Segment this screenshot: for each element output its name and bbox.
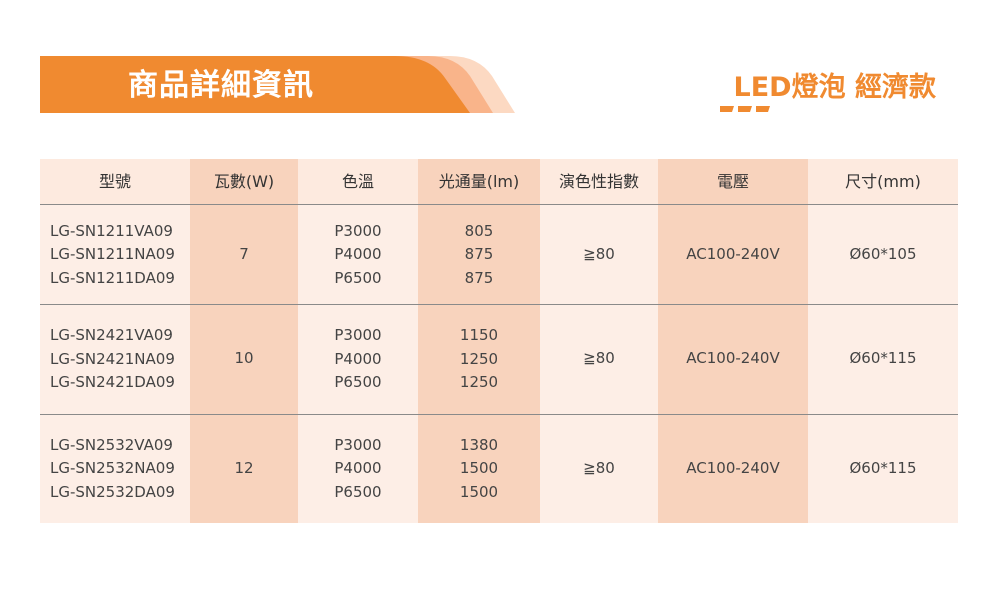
lumens-value: 875 — [464, 245, 494, 263]
lumens-value: 1250 — [459, 349, 499, 368]
header-lumens: 光通量(lm) — [438, 172, 520, 191]
color-temp-value: P3000 — [334, 221, 382, 240]
product-heading: LED燈泡 經濟款 — [733, 72, 936, 103]
row-divider — [40, 304, 958, 305]
lumens-value: 875 — [464, 268, 494, 287]
voltage-value: AC100-240V — [686, 244, 780, 263]
table-row: LG-SN2532VA09 LG-SN2532NA09 LG-SN2532DA09 1… — [40, 414, 958, 523]
row-divider — [40, 414, 958, 415]
header-cri: 演色性指數 — [558, 172, 639, 191]
header-size: 尺寸(mm) — [845, 172, 921, 191]
table-row: LG-SN1211VA09 LG-SN1211NA09 LG-SN1211DA09 7… — [40, 205, 958, 304]
model-number: LG-SN1211DA09 — [50, 268, 175, 287]
color-temp-value: P4000 — [334, 459, 382, 477]
header-cell-background — [40, 159, 190, 204]
color-temp-value: P6500 — [334, 482, 382, 501]
color-temp-value: P3000 — [334, 435, 382, 454]
header-color-temp: 色溫 — [341, 172, 374, 191]
section-banner: 商品詳細資訊 LED燈泡 經濟款 — [0, 0, 1000, 140]
wattage-value: 10 — [234, 349, 254, 367]
banner-shape — [40, 56, 515, 113]
voltage-value: AC100-240V — [686, 349, 780, 367]
color-temp-value: P3000 — [334, 326, 382, 344]
color-temp-value: P6500 — [334, 268, 382, 287]
model-number: LG-SN2532NA09 — [50, 459, 175, 477]
header-cell-background — [540, 159, 658, 204]
size-value: Ø60*115 — [849, 349, 917, 367]
section-title: 商品詳細資訊 — [128, 68, 314, 103]
model-number: LG-SN2421NA09 — [50, 349, 175, 368]
cri-value: ≧80 — [583, 349, 615, 367]
color-temp-value: P4000 — [334, 349, 382, 368]
lumens-value: 1150 — [459, 326, 499, 344]
table-header-row: 型號 瓦數(W) 色溫 光通量(lm) 演色性指數 電壓 尺寸(mm) — [40, 159, 958, 205]
lumens-value: 1250 — [459, 373, 499, 391]
size-value: Ø60*105 — [849, 244, 917, 263]
lumens-value: 1380 — [459, 435, 499, 454]
voltage-value: AC100-240V — [686, 458, 780, 477]
size-value: Ø60*115 — [849, 458, 917, 477]
column-background — [658, 159, 808, 523]
header-cell-background — [190, 159, 298, 204]
column-background — [298, 159, 418, 523]
model-number: LG-SN1211VA09 — [50, 221, 173, 240]
cri-value: ≧80 — [583, 244, 615, 263]
header-voltage: 電壓 — [716, 172, 749, 191]
lumens-value: 1500 — [459, 459, 499, 477]
column-background — [540, 159, 658, 523]
model-number: LG-SN2532VA09 — [50, 435, 173, 454]
arrow-indicator-icon — [720, 106, 770, 112]
column-background — [808, 159, 958, 523]
header-model: 型號 — [98, 172, 131, 191]
header-cell-background — [418, 159, 540, 204]
wattage-value: 12 — [234, 458, 254, 477]
model-number: LG-SN2421DA09 — [50, 373, 175, 391]
column-background — [190, 159, 298, 523]
color-temp-value: P6500 — [334, 373, 382, 391]
lumens-value: 805 — [464, 221, 494, 240]
model-number: LG-SN2421VA09 — [50, 326, 173, 344]
column-background — [418, 159, 540, 523]
header-wattage: 瓦數(W) — [213, 172, 275, 191]
cri-value: ≧80 — [583, 458, 615, 477]
model-number: LG-SN1211NA09 — [50, 245, 175, 263]
table-row: LG-SN2421VA09 LG-SN2421NA09 LG-SN2421DA09 1… — [40, 304, 958, 414]
column-background — [40, 159, 190, 523]
model-number: LG-SN2532DA09 — [50, 482, 175, 501]
header-cell-background — [808, 159, 958, 204]
header-cell-background — [298, 159, 418, 204]
color-temp-value: P4000 — [334, 245, 382, 263]
wattage-value: 7 — [239, 244, 249, 263]
spec-table: 型號 瓦數(W) 色溫 光通量(lm) 演色性指數 電壓 尺寸(mm) LG-SN1211VA… — [40, 159, 958, 523]
lumens-value: 1500 — [459, 482, 499, 501]
header-cell-background — [658, 159, 808, 204]
